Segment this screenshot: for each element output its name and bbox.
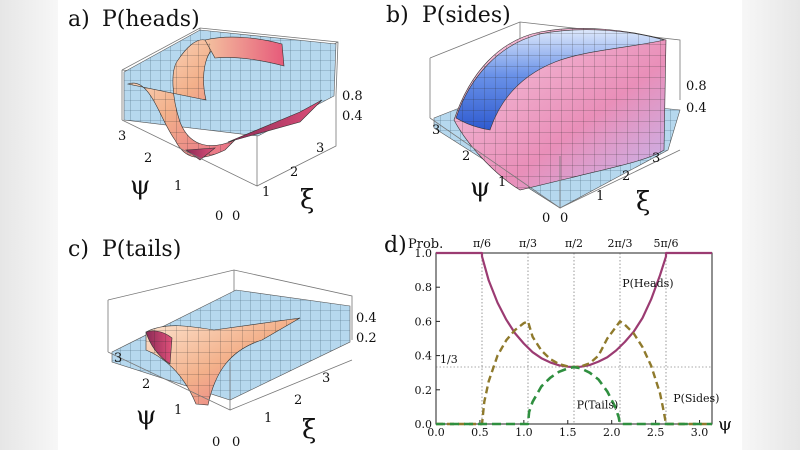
- y-tick-label: 1.0: [415, 247, 433, 260]
- panel-c: c) P(tails) 0.4 0.2 3 2 1 0 0 1 2 3 ψ ξ: [68, 237, 377, 450]
- top-tick-label: 2π/3: [608, 237, 633, 250]
- series-ptails: [436, 365, 712, 426]
- series-psides: [436, 320, 712, 426]
- panel-b: b) P(sides) 0.8 0.4 3 2 1 0 0 1 2 3 ψ ξ: [386, 3, 707, 226]
- panel-b-label: b): [386, 3, 409, 28]
- panel-b-mesh: [454, 28, 666, 191]
- y-tick-label: 0.6: [415, 315, 433, 328]
- annotation-pheads: P(Heads): [622, 277, 673, 290]
- panel-a-psi-tick-1: 1: [174, 179, 182, 194]
- panel-c-xi-tick-3: 3: [322, 371, 330, 386]
- panel-c-xi-tick-1: 1: [264, 411, 272, 426]
- panel-a-rim: [227, 99, 323, 143]
- x-tick-label: 0.5: [471, 426, 489, 439]
- panel-c-psi-tick-2: 2: [142, 377, 150, 392]
- top-tick-label: π/2: [565, 237, 583, 250]
- panel-c-psi-tick-1: 1: [174, 403, 182, 418]
- panel-a-back-wall: [204, 36, 285, 67]
- panel-c-z-tick-1: 0.4: [356, 311, 377, 326]
- x-tick-label: 2.5: [647, 426, 665, 439]
- panel-a-xi-tick-3: 3: [316, 141, 324, 156]
- panel-b-xi-tick-1: 1: [596, 189, 604, 204]
- panel-a-xi-tick-2: 2: [290, 165, 298, 180]
- panel-b-xi-axis-label: ξ: [636, 187, 650, 217]
- x-tick-label: 1.0: [515, 426, 533, 439]
- panel-b-xi-tick-3: 3: [652, 151, 660, 166]
- left-vignette: [0, 0, 58, 450]
- panel-b-title: P(sides): [422, 3, 511, 28]
- panel-b-psi-axis-label: ψ: [470, 173, 490, 203]
- y-tick-label: 0.4: [415, 350, 433, 363]
- panel-c-xi-tick-0: 0: [232, 435, 240, 450]
- panel-d-label: d): [384, 233, 407, 258]
- panel-a-title: P(heads): [102, 7, 200, 32]
- panel-a-psi-tick-0: 0: [215, 209, 223, 224]
- panel-b-z-tick-1: 0.8: [686, 79, 707, 94]
- panel-b-psi-tick-0: 0: [542, 211, 550, 226]
- top-tick-label: 5π/6: [654, 237, 679, 250]
- panel-d-ylabel: Prob.: [408, 237, 443, 252]
- panel-a-mesh: [128, 39, 235, 158]
- panel-c-z-tick-2: 0.2: [356, 331, 377, 346]
- annotation-ptails: P(Tails): [577, 399, 619, 412]
- panel-c-psi-tick-3: 3: [114, 351, 122, 366]
- panel-a-z-tick-1: 0.8: [342, 89, 363, 104]
- panel-b-xi-tick-0: 0: [560, 211, 568, 226]
- panel-a-frame: [121, 95, 337, 187]
- annotation-psides: P(Sides): [673, 392, 719, 405]
- x-tick-label: 3.0: [691, 426, 709, 439]
- panel-c-frame: [107, 351, 353, 411]
- one-third-label: 1/3: [440, 353, 458, 366]
- x-tick-label: 1.5: [559, 426, 577, 439]
- right-vignette: [742, 0, 800, 450]
- panel-b-z-tick-2: 0.4: [686, 101, 707, 116]
- y-tick-label: 0.2: [415, 384, 433, 397]
- panel-a-xi-tick-1: 1: [262, 185, 270, 200]
- panel-c-mesh: [146, 318, 300, 405]
- panel-a: a) P(heads) 0.8 0.4 3 2 1 0 0 1 2 3 ψ: [68, 7, 363, 224]
- panel-c-psi-tick-0: 0: [212, 435, 220, 450]
- panel-d-xlabel: ψ: [718, 414, 732, 435]
- panel-b-psi-tick-3: 3: [432, 123, 440, 138]
- panel-a-label: a): [68, 7, 90, 32]
- y-tick-label: 0.8: [415, 281, 433, 294]
- top-tick-label: π/6: [473, 237, 491, 250]
- panel-c-xi-tick-2: 2: [294, 393, 302, 408]
- panel-a-xi-tick-0: 0: [232, 209, 240, 224]
- panel-c-psi-axis-label: ψ: [136, 401, 156, 431]
- x-tick-label: 2.0: [603, 426, 621, 439]
- x-tick-label: 0.0: [427, 426, 445, 439]
- panel-c-title: P(tails): [102, 237, 181, 262]
- panel-b-xi-tick-2: 2: [622, 169, 630, 184]
- panel-a-xi-axis-label: ξ: [300, 185, 314, 215]
- panel-c-xi-axis-label: ξ: [302, 415, 316, 445]
- panel-b-psi-tick-2: 2: [462, 149, 470, 164]
- y-tick-label: 0.0: [415, 418, 433, 431]
- panel-c-label: c): [68, 237, 89, 262]
- panel-d-chart: d) Prob. ψ 0.0 0.5 1.0 1.5 2.0 2.5 3.0 0.0 0.2 0.…: [384, 233, 732, 439]
- panel-b-frame: [429, 117, 681, 209]
- panel-a-psi-axis-label: ψ: [130, 171, 150, 201]
- panel-a-psi-tick-3: 3: [118, 129, 126, 144]
- panel-a-psi-tick-2: 2: [144, 151, 152, 166]
- panel-b-psi-tick-1: 1: [498, 175, 506, 190]
- panel-a-z-tick-2: 0.4: [342, 109, 363, 124]
- top-tick-label: π/3: [519, 237, 537, 250]
